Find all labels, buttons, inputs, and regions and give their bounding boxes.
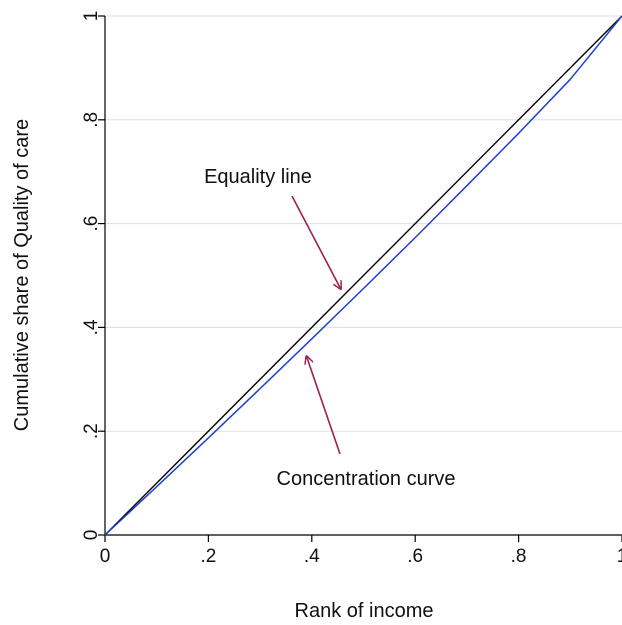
grid-lines (105, 15, 622, 432)
x-tick-label-2: .4 (304, 546, 320, 567)
x-tick-label-1: .2 (200, 546, 216, 567)
annotation-arrow-equality-line (291, 195, 341, 289)
x-tick-label-4: .8 (511, 546, 527, 567)
y-tick-label-0: 0 (81, 530, 102, 541)
y-tick-label-1: .2 (81, 423, 102, 439)
annotation-arrow-concentration-curve (306, 356, 341, 455)
series (104, 15, 622, 536)
x-tick-label-3: .6 (407, 546, 423, 567)
axes (98, 15, 622, 542)
x-tick-label-5: 1 (617, 546, 622, 567)
y-tick-label-2: .4 (81, 319, 102, 335)
y-axis-title: Cumulative share of Quality of care (11, 119, 33, 431)
series-line-0 (104, 15, 622, 536)
y-tick-label-3: .6 (81, 216, 102, 232)
x-axis-title: Rank of income (295, 600, 434, 622)
x-tick-label-0: 0 (100, 546, 111, 567)
annotation-label-equality-line: Equality line (204, 166, 312, 188)
annotations: Equality line Concentration curve (204, 166, 455, 490)
y-tick-label-4: .8 (81, 112, 102, 128)
series-line-1 (104, 15, 622, 536)
annotation-label-concentration-curve: Concentration curve (277, 468, 456, 490)
y-tick-label-5: 1 (81, 11, 102, 22)
tick-labels: 0 .2 .4 .6 .8 1 0 .2 .4 .6 .8 1 (81, 11, 622, 567)
